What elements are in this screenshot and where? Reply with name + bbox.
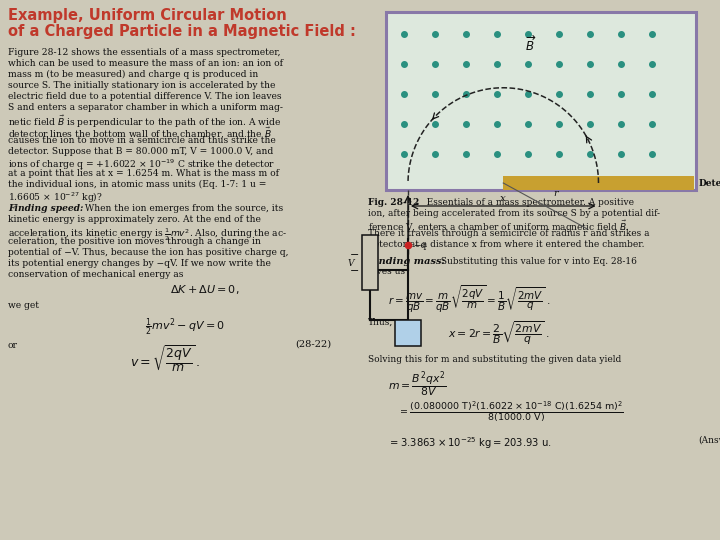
- Text: Figure 28-12 shows the essentials of a mass spectrometer,: Figure 28-12 shows the essentials of a m…: [8, 48, 281, 57]
- Text: detector. Suppose that B = 80.000 mT, V = 1000.0 V, and: detector. Suppose that B = 80.000 mT, V …: [8, 147, 274, 156]
- Text: (28-22): (28-22): [295, 340, 331, 349]
- Text: the individual ions, in atomic mass units (Eq. 1-7: 1 u =: the individual ions, in atomic mass unit…: [8, 180, 266, 189]
- Text: x: x: [500, 194, 506, 203]
- Text: mass m (to be measured) and charge q is produced in: mass m (to be measured) and charge q is …: [8, 70, 258, 79]
- Text: $\frac{1}{2}mv^2 - qV = 0$: $\frac{1}{2}mv^2 - qV = 0$: [145, 317, 225, 339]
- Text: Substituting this value for v into Eq. 28-16: Substituting this value for v into Eq. 2…: [438, 256, 637, 266]
- Text: r: r: [553, 189, 558, 198]
- Text: V: V: [348, 259, 354, 267]
- Text: of a Charged Particle in a Magnetic Field :: of a Charged Particle in a Magnetic Fiel…: [8, 24, 356, 39]
- Text: (Answer): (Answer): [698, 435, 720, 444]
- Text: ion, after being accelerated from its source S by a potential dif-: ion, after being accelerated from its so…: [368, 208, 660, 218]
- Text: Finding speed:: Finding speed:: [8, 204, 84, 213]
- Text: kinetic energy is approximately zero. At the end of the: kinetic energy is approximately zero. At…: [8, 215, 261, 224]
- Text: $\overrightarrow{B}$: $\overrightarrow{B}$: [525, 34, 537, 53]
- Bar: [395, 320, 421, 346]
- Text: S and enters a separator chamber in which a uniform mag-: S and enters a separator chamber in whic…: [8, 103, 283, 112]
- Text: ference V, enters a chamber of uniform magnetic field $\vec{B}$.: ference V, enters a chamber of uniform m…: [368, 219, 629, 235]
- Text: Thus,: Thus,: [368, 318, 393, 327]
- Text: −q: −q: [413, 240, 426, 249]
- Text: −: −: [350, 250, 359, 260]
- Text: celeration, the positive ion moves through a change in: celeration, the positive ion moves throu…: [8, 237, 261, 246]
- Text: S: S: [404, 327, 412, 339]
- Bar: [386, 12, 696, 190]
- Text: acceleration, its kinetic energy is $\frac{1}{2}mv^2$. Also, during the ac-: acceleration, its kinetic energy is $\fr…: [8, 226, 287, 242]
- Text: Detector: Detector: [699, 179, 720, 187]
- Text: 1.6605 $\times$ 10$^{-27}$ kg)?: 1.6605 $\times$ 10$^{-27}$ kg)?: [8, 191, 103, 205]
- Text: $x = 2r = \dfrac{2}{B}\sqrt{\dfrac{2mV}{q}}\ .$: $x = 2r = \dfrac{2}{B}\sqrt{\dfrac{2mV}{…: [448, 320, 550, 347]
- Text: its potential energy changes by −qV. If we now write the: its potential energy changes by −qV. If …: [8, 259, 271, 268]
- Text: −: −: [350, 266, 359, 276]
- Text: conservation of mechanical energy as: conservation of mechanical energy as: [8, 270, 184, 279]
- Text: or: or: [8, 341, 18, 350]
- Text: $v = \sqrt{\dfrac{2qV}{m}}\,.$: $v = \sqrt{\dfrac{2qV}{m}}\,.$: [130, 343, 200, 374]
- Text: There it travels through a semicircle of radius r and strikes a: There it travels through a semicircle of…: [368, 230, 649, 239]
- Text: potential of −V. Thus, because the ion has positive charge q,: potential of −V. Thus, because the ion h…: [8, 248, 289, 257]
- Text: source S. The initially stationary ion is accelerated by the: source S. The initially stationary ion i…: [8, 81, 275, 90]
- Text: When the ion emerges from the source, its: When the ion emerges from the source, it…: [82, 204, 283, 213]
- Text: detector lines the bottom wall of the chamber, and the $\vec{B}$: detector lines the bottom wall of the ch…: [8, 125, 271, 140]
- Text: ions of charge q = +1.6022 $\times$ 10$^{-19}$ C strike the detector: ions of charge q = +1.6022 $\times$ 10$^…: [8, 158, 275, 172]
- Text: netic field $\vec{B}$ is perpendicular to the path of the ion. A wide: netic field $\vec{B}$ is perpendicular t…: [8, 114, 282, 130]
- Text: at a point that lies at x = 1.6254 m. What is the mass m of: at a point that lies at x = 1.6254 m. Wh…: [8, 169, 279, 178]
- Text: Fig. 28-12: Fig. 28-12: [368, 198, 419, 207]
- Bar: [503, 176, 694, 190]
- Text: $r = \dfrac{mv}{qB} = \dfrac{m}{qB}\sqrt{\dfrac{2qV}{m}} = \dfrac{1}{B}\sqrt{\df: $r = \dfrac{mv}{qB} = \dfrac{m}{qB}\sqrt…: [388, 284, 551, 315]
- Text: $\Delta K + \Delta U = 0,$: $\Delta K + \Delta U = 0,$: [170, 283, 240, 296]
- Text: Example, Uniform Circular Motion: Example, Uniform Circular Motion: [8, 8, 287, 23]
- Text: gives us: gives us: [368, 267, 405, 276]
- Text: $m = \dfrac{B^2qx^2}{8V}$: $m = \dfrac{B^2qx^2}{8V}$: [388, 369, 446, 400]
- Text: Solving this for m and substituting the given data yield: Solving this for m and substituting the …: [368, 355, 621, 364]
- Text: $= \dfrac{(0.080000\ \mathrm{T})^2(1.6022 \times 10^{-18}\ \mathrm{C})(1.6254\ \: $= \dfrac{(0.080000\ \mathrm{T})^2(1.602…: [398, 400, 624, 424]
- Bar: [362, 235, 378, 290]
- Text: we get: we get: [8, 301, 39, 310]
- Text: Finding mass:: Finding mass:: [368, 256, 445, 266]
- Text: causes the ion to move in a semicircle and thus strike the: causes the ion to move in a semicircle a…: [8, 136, 276, 145]
- Text: electric field due to a potential difference V. The ion leaves: electric field due to a potential differ…: [8, 92, 282, 101]
- Text: $= 3.3863 \times 10^{-25}\ \mathrm{kg} = 203.93\ \mathrm{u.}$: $= 3.3863 \times 10^{-25}\ \mathrm{kg} =…: [388, 435, 552, 451]
- Text: detector at a distance x from where it entered the chamber.: detector at a distance x from where it e…: [368, 240, 644, 249]
- Text: Essentials of a mass spectrometer. A positive: Essentials of a mass spectrometer. A pos…: [418, 198, 634, 207]
- Text: which can be used to measure the mass of an ion: an ion of: which can be used to measure the mass of…: [8, 59, 283, 68]
